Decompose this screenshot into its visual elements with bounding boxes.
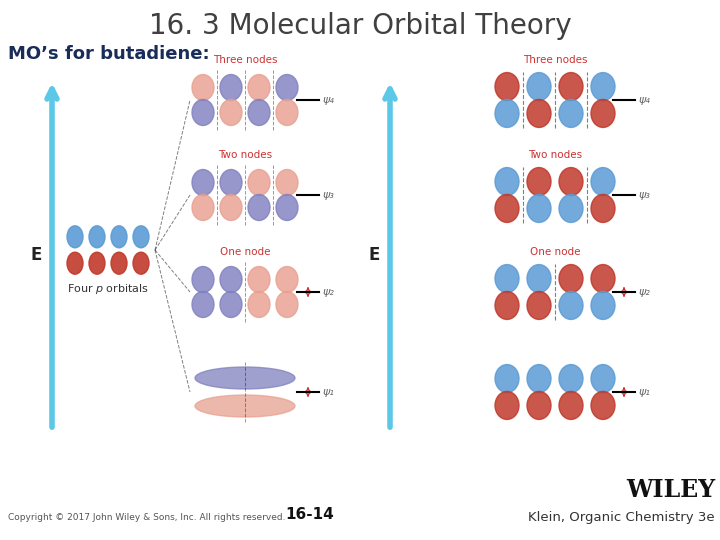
Text: Four $p$ orbitals: Four $p$ orbitals — [67, 282, 149, 296]
Ellipse shape — [67, 252, 83, 274]
Text: ψ₁: ψ₁ — [323, 387, 335, 397]
Ellipse shape — [527, 194, 551, 222]
Ellipse shape — [248, 99, 270, 125]
Ellipse shape — [195, 367, 295, 389]
Ellipse shape — [559, 292, 583, 320]
Ellipse shape — [192, 194, 214, 220]
Ellipse shape — [276, 194, 298, 220]
Ellipse shape — [495, 265, 519, 293]
Ellipse shape — [276, 292, 298, 318]
Ellipse shape — [559, 194, 583, 222]
Ellipse shape — [192, 292, 214, 318]
Ellipse shape — [220, 99, 242, 125]
Ellipse shape — [220, 292, 242, 318]
Ellipse shape — [192, 170, 214, 195]
Text: ψ₂: ψ₂ — [323, 287, 335, 297]
Text: Two nodes: Two nodes — [528, 150, 582, 160]
Text: Three nodes: Three nodes — [523, 55, 588, 65]
Text: Two nodes: Two nodes — [218, 150, 272, 160]
Ellipse shape — [192, 267, 214, 293]
Ellipse shape — [192, 75, 214, 100]
Ellipse shape — [67, 226, 83, 248]
Ellipse shape — [527, 265, 551, 293]
Ellipse shape — [495, 99, 519, 127]
Text: ψ₄: ψ₄ — [639, 95, 651, 105]
Ellipse shape — [591, 167, 615, 195]
Ellipse shape — [559, 392, 583, 420]
Ellipse shape — [559, 72, 583, 100]
Ellipse shape — [89, 252, 105, 274]
Ellipse shape — [248, 170, 270, 195]
Ellipse shape — [591, 392, 615, 420]
Ellipse shape — [559, 167, 583, 195]
Ellipse shape — [591, 265, 615, 293]
Ellipse shape — [591, 364, 615, 393]
Ellipse shape — [220, 170, 242, 195]
Ellipse shape — [527, 99, 551, 127]
Ellipse shape — [89, 226, 105, 248]
Ellipse shape — [276, 75, 298, 100]
Text: ψ₁: ψ₁ — [639, 387, 651, 397]
Text: One node: One node — [530, 247, 580, 257]
Ellipse shape — [248, 75, 270, 100]
Ellipse shape — [192, 99, 214, 125]
Ellipse shape — [495, 194, 519, 222]
Ellipse shape — [195, 395, 295, 417]
Ellipse shape — [559, 99, 583, 127]
Ellipse shape — [248, 194, 270, 220]
Ellipse shape — [591, 72, 615, 100]
Text: ψ₄: ψ₄ — [323, 95, 335, 105]
Ellipse shape — [591, 194, 615, 222]
Ellipse shape — [495, 292, 519, 320]
Ellipse shape — [591, 292, 615, 320]
Text: ψ₂: ψ₂ — [639, 287, 651, 297]
Ellipse shape — [220, 194, 242, 220]
Ellipse shape — [527, 392, 551, 420]
Ellipse shape — [527, 364, 551, 393]
Ellipse shape — [559, 364, 583, 393]
Text: ψ₃: ψ₃ — [323, 190, 335, 200]
Ellipse shape — [111, 252, 127, 274]
Text: E: E — [30, 246, 42, 264]
Ellipse shape — [133, 252, 149, 274]
Ellipse shape — [495, 167, 519, 195]
Text: 16-14: 16-14 — [286, 507, 334, 522]
Ellipse shape — [527, 292, 551, 320]
Text: ψ₃: ψ₃ — [639, 190, 651, 200]
Ellipse shape — [220, 75, 242, 100]
Text: E: E — [369, 246, 379, 264]
Text: Three nodes: Three nodes — [212, 55, 277, 65]
Text: WILEY: WILEY — [626, 478, 715, 502]
Text: Copyright © 2017 John Wiley & Sons, Inc. All rights reserved.: Copyright © 2017 John Wiley & Sons, Inc.… — [8, 513, 286, 522]
Ellipse shape — [276, 170, 298, 195]
Text: 16. 3 Molecular Orbital Theory: 16. 3 Molecular Orbital Theory — [149, 12, 571, 40]
Text: One node: One node — [220, 247, 270, 257]
Ellipse shape — [248, 292, 270, 318]
Ellipse shape — [495, 392, 519, 420]
Ellipse shape — [527, 167, 551, 195]
Ellipse shape — [559, 265, 583, 293]
Ellipse shape — [111, 226, 127, 248]
Ellipse shape — [527, 72, 551, 100]
Ellipse shape — [248, 267, 270, 293]
Ellipse shape — [276, 267, 298, 293]
Ellipse shape — [220, 267, 242, 293]
Text: MO’s for butadiene:: MO’s for butadiene: — [8, 45, 210, 63]
Ellipse shape — [495, 72, 519, 100]
Text: Klein, Organic Chemistry 3e: Klein, Organic Chemistry 3e — [528, 511, 715, 524]
Ellipse shape — [276, 99, 298, 125]
Ellipse shape — [495, 364, 519, 393]
Ellipse shape — [591, 99, 615, 127]
Ellipse shape — [133, 226, 149, 248]
